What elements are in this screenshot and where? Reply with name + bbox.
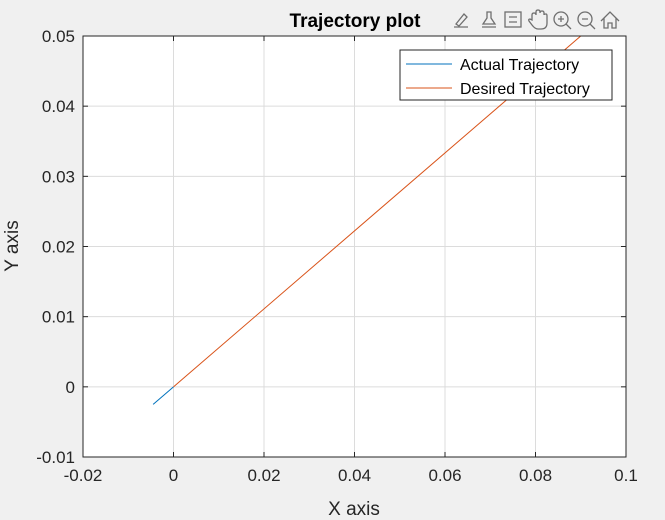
y-tick-labels: -0.01 0 0.01 0.02 0.03 0.04 0.05 bbox=[36, 27, 75, 467]
tick-marks bbox=[82, 35, 627, 458]
x-tick-label: -0.02 bbox=[64, 466, 103, 485]
legend-label-actual: Actual Trajectory bbox=[460, 57, 579, 74]
x-tick-label: 0.06 bbox=[428, 466, 461, 485]
x-tick-label: 0.08 bbox=[519, 466, 552, 485]
x-tick-label: 0.02 bbox=[247, 466, 280, 485]
home-icon[interactable] bbox=[599, 9, 621, 31]
series-line-actual bbox=[152, 386, 174, 405]
x-tick-label: 0.04 bbox=[338, 466, 371, 485]
pan-hand-icon[interactable] bbox=[527, 9, 549, 31]
legend[interactable]: Actual Trajectory Desired Trajectory bbox=[399, 49, 613, 101]
y-tick-label: 0.01 bbox=[42, 308, 75, 327]
brush-icon[interactable] bbox=[450, 9, 472, 31]
y-tick-label: 0.05 bbox=[42, 27, 75, 46]
chart-title: Trajectory plot bbox=[290, 11, 422, 32]
axes: -0.02 0 0.02 0.04 0.06 0.08 0.1 -0.01 0 0.01 0.02… bbox=[36, 27, 638, 485]
y-tick-label: 0.04 bbox=[42, 97, 75, 116]
y-tick-label: 0.03 bbox=[42, 167, 75, 186]
x-axis-label: X axis bbox=[328, 499, 380, 520]
x-tick-label: 0.1 bbox=[614, 466, 638, 485]
restore-view-icon[interactable] bbox=[502, 9, 524, 31]
zoom-in-icon[interactable] bbox=[551, 9, 573, 31]
datatip-icon[interactable] bbox=[477, 9, 499, 31]
axes-toolbar bbox=[450, 9, 621, 31]
x-tick-label: 0 bbox=[169, 466, 178, 485]
y-axis-label: Y axis bbox=[2, 220, 23, 271]
zoom-out-icon[interactable] bbox=[575, 9, 597, 31]
y-tick-label: 0 bbox=[66, 378, 75, 397]
y-tick-label: -0.01 bbox=[36, 448, 75, 467]
legend-label-desired: Desired Trajectory bbox=[460, 81, 590, 98]
legend-box bbox=[399, 49, 613, 101]
y-tick-label: 0.02 bbox=[42, 238, 75, 257]
x-tick-labels: -0.02 0 0.02 0.04 0.06 0.08 0.1 bbox=[64, 466, 638, 485]
